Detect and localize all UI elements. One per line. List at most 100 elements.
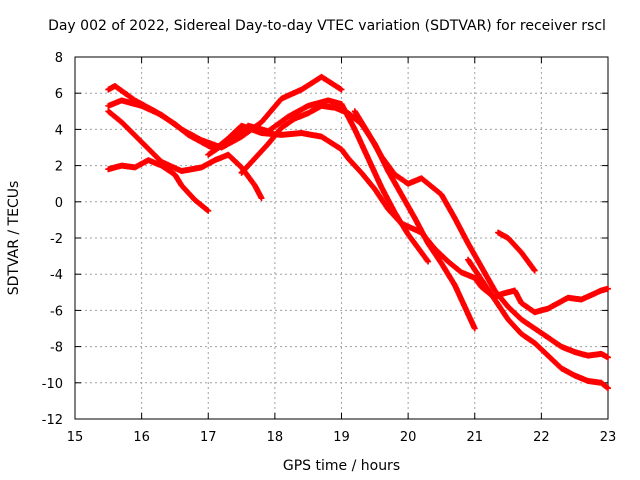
data-point [560,345,563,348]
data-point [233,135,237,138]
data-point [496,231,500,234]
data-point [180,184,183,187]
y-tick-label: -6 [50,304,63,319]
data-point [193,198,197,202]
data-point [480,285,483,289]
data-point [326,99,330,102]
series-markers [495,229,538,274]
data-point [440,262,443,265]
data-point [493,298,496,301]
x-tick-label: 19 [333,430,350,445]
data-point [366,157,370,160]
data-point [586,379,590,383]
data-point [306,104,310,108]
data-point [573,374,576,377]
y-tick-label: -8 [50,341,63,356]
data-point [466,242,470,245]
series-track-e [205,97,432,265]
y-tick-label: 2 [55,160,63,175]
data-point [300,88,303,91]
data-point [353,128,357,131]
data-point [426,260,430,263]
data-point [340,88,343,91]
data-point [253,184,257,187]
data-point [586,354,590,357]
y-tick-label: -12 [42,413,63,428]
data-point [506,318,510,321]
series-track-h [465,256,611,392]
series-track-i [495,229,538,274]
data-point [573,350,576,354]
data-point [173,122,177,126]
data-point [213,158,217,162]
data-point [180,169,183,173]
data-point [300,131,303,135]
data-point [520,318,523,321]
series-track-a [105,157,212,214]
data-point [546,307,550,310]
data-point [280,97,283,100]
series-group [105,73,611,392]
data-point [340,102,343,106]
data-point [200,166,203,169]
data-point [560,367,563,370]
data-point [107,88,110,91]
data-point [466,258,470,261]
data-point [440,193,443,196]
data-point [520,301,523,305]
data-point [107,104,110,108]
data-point [353,110,357,113]
x-tick-label: 15 [67,430,84,445]
x-tick-label: 17 [200,430,217,445]
y-tick-label: -10 [42,377,63,392]
data-point [473,327,476,330]
series-track-g [351,108,611,361]
data-point [493,289,496,292]
data-point [446,260,450,263]
data-point [606,387,610,390]
data-point [426,242,430,245]
data-point [420,251,423,254]
data-point [207,209,210,213]
data-point [306,111,310,115]
data-point [240,124,243,127]
data-point [260,196,263,200]
data-point [133,166,137,169]
data-point [247,124,250,127]
x-tick-label: 22 [533,430,550,445]
data-point [600,381,603,384]
data-point [380,186,383,189]
data-point [533,327,536,330]
data-point [406,182,410,185]
x-tick-label: 20 [400,430,417,445]
data-point [320,75,323,79]
data-point [340,148,343,151]
data-point [280,126,283,129]
data-point [393,211,396,214]
data-point [293,117,297,120]
data-point [140,140,143,144]
x-tick-label: 16 [133,430,150,445]
data-point [220,144,223,147]
data-point [460,271,463,274]
data-point [360,171,363,175]
data-point [133,99,137,102]
data-point [346,157,350,160]
data-point [453,283,456,287]
data-point [320,135,323,138]
y-tick-label: 0 [55,196,63,211]
chart-title: Day 002 of 2022, Sidereal Day-to-day VTE… [48,18,606,34]
data-point [506,305,510,308]
data-point [120,164,123,167]
data-point [533,341,536,345]
x-axis-label: GPS time / hours [283,458,400,474]
data-point [200,140,203,144]
data-point [253,157,257,160]
data-point [207,153,210,156]
data-point [386,207,390,211]
data-point [366,131,370,135]
data-point [453,216,456,220]
data-point [606,287,610,290]
data-point [506,236,510,240]
